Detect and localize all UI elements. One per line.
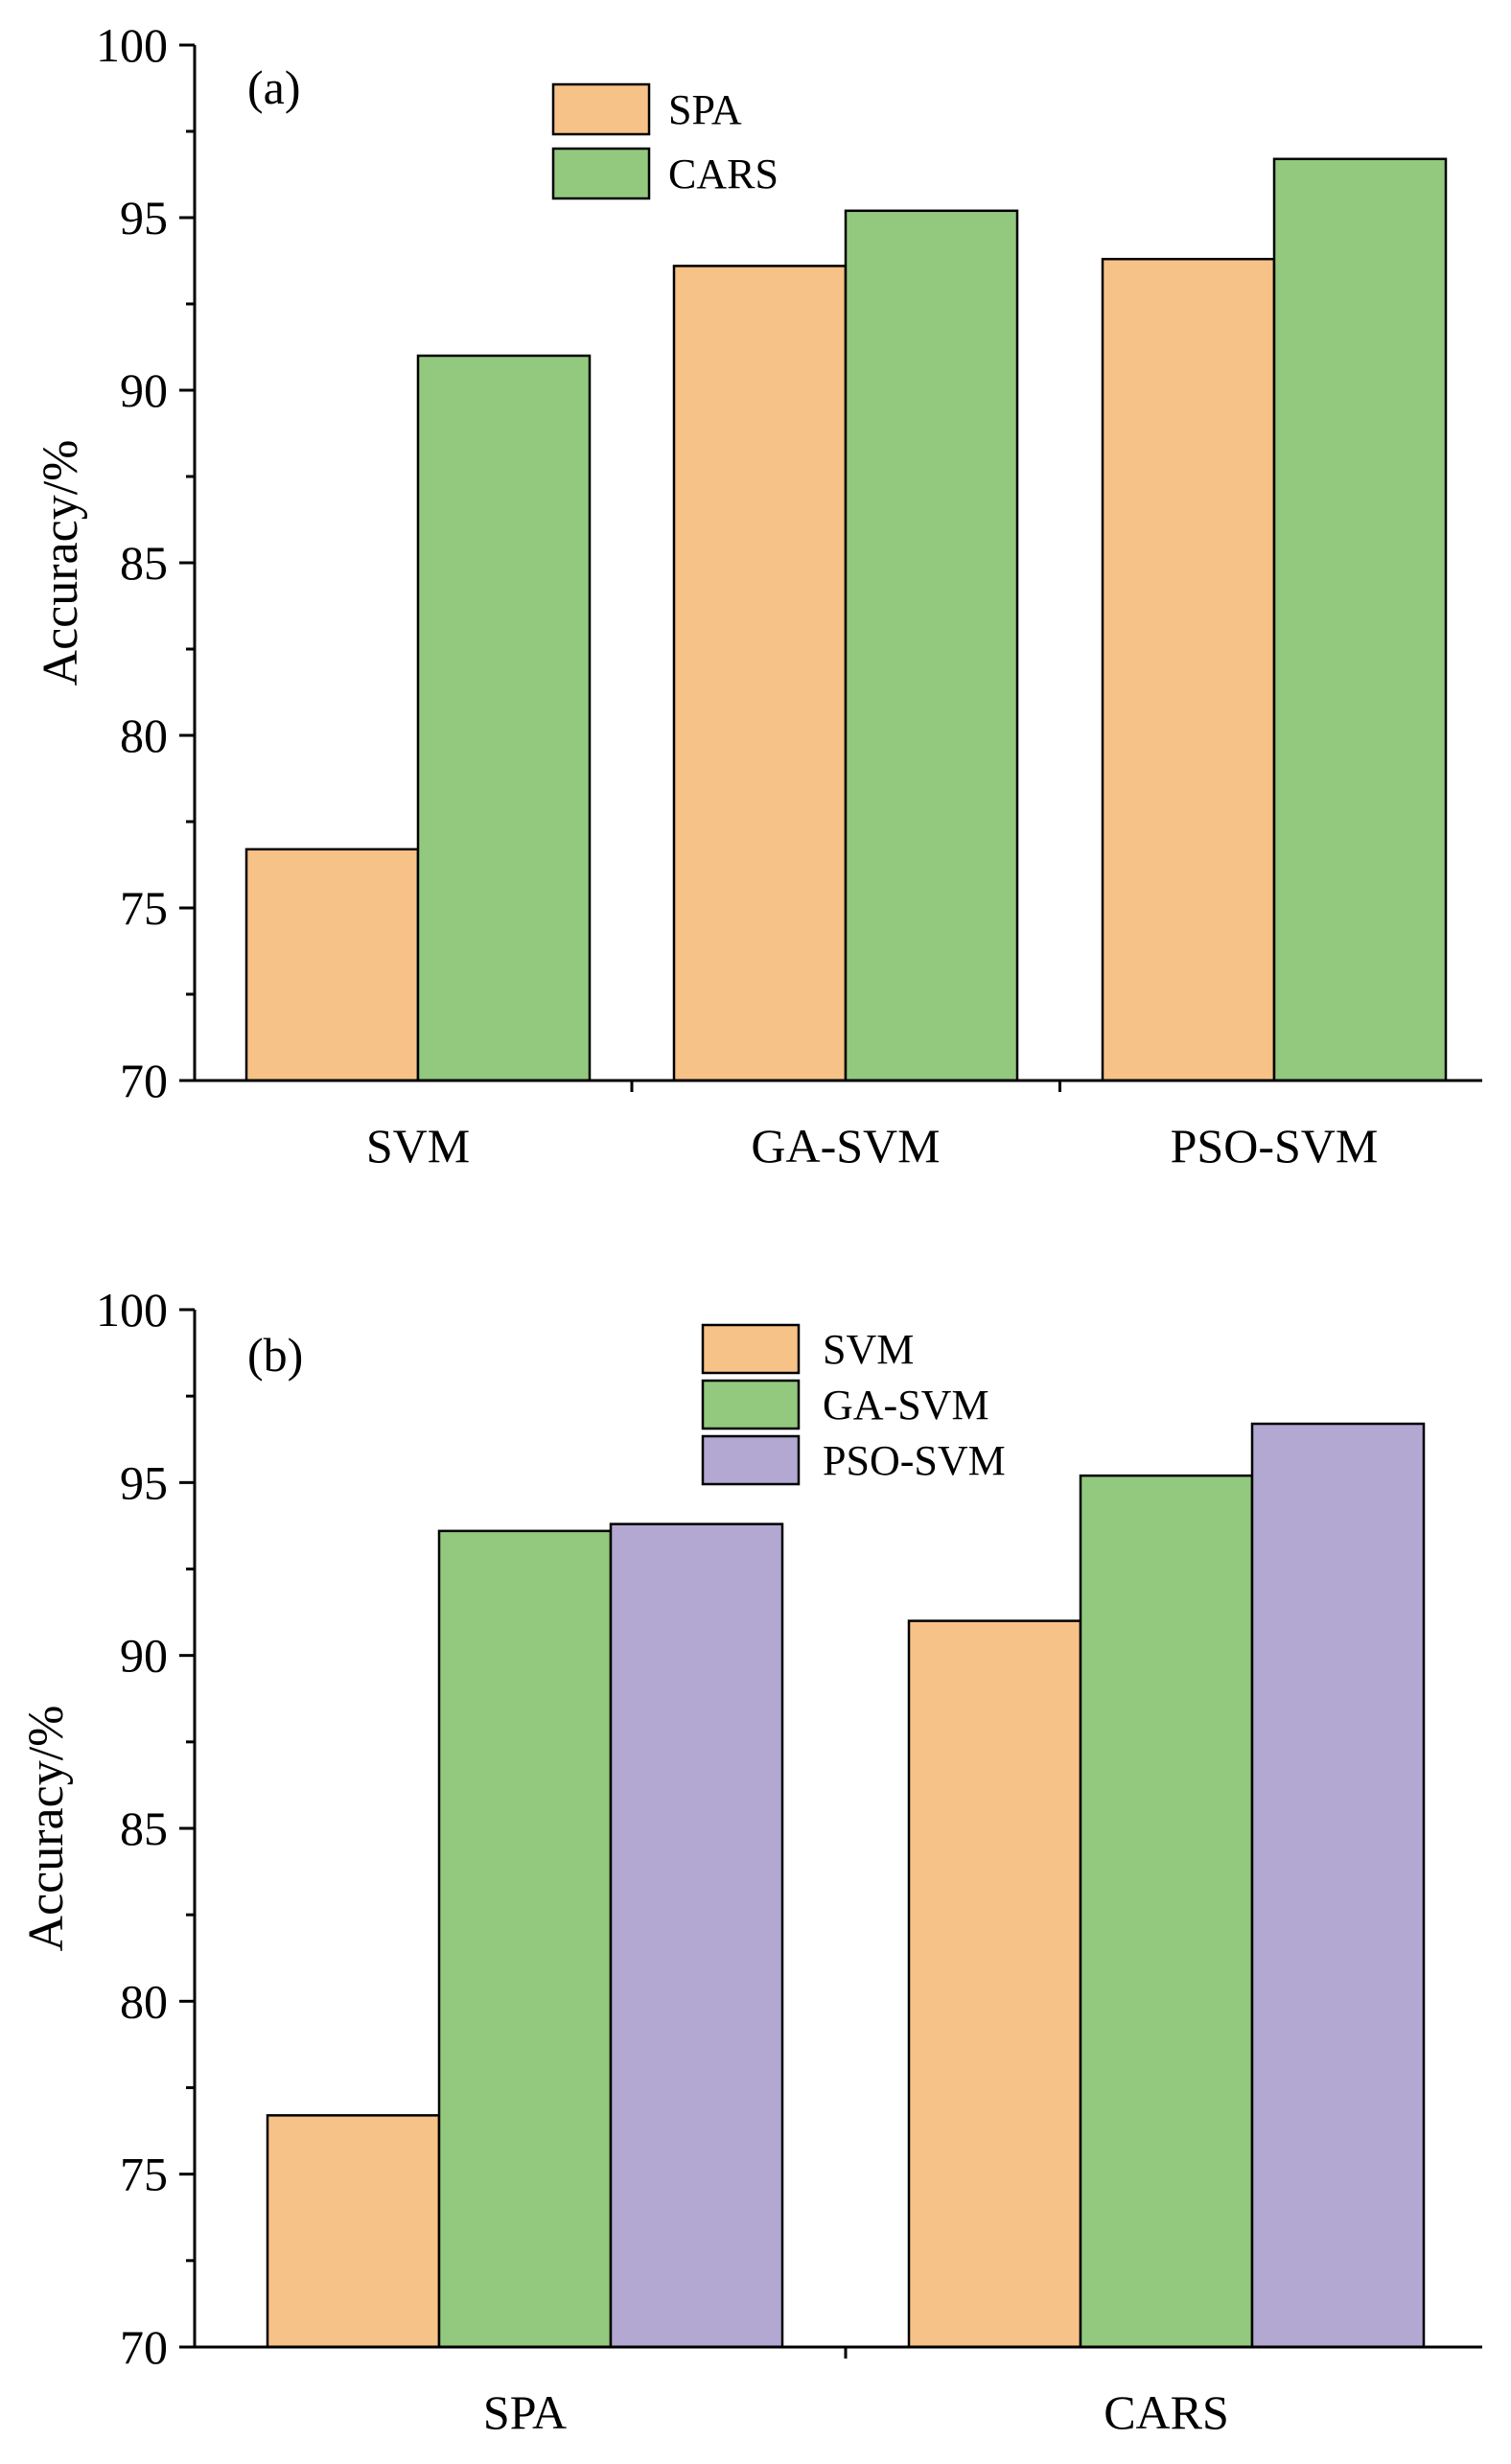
chart-a-legend-swatch-cars [551,147,651,200]
chart-a-x-tick-label: PSO-SVM [1171,1119,1379,1173]
chart-b-y-tick-label: 85 [120,1802,168,1855]
chart-b-y-tick-label: 75 [120,2148,168,2201]
chart-b-y-tick-label: 90 [120,1629,168,1683]
chart-a-panel-label: (a) [247,60,301,114]
chart-a-bar-spa-ga-svm [672,265,848,1082]
chart-a-bar-spa-svm [244,848,420,1082]
chart-b-bar-ga-svm-cars [1079,1474,1254,2349]
chart-b-legend-label: GA-SVM [823,1382,989,1429]
chart-a-y-tick-label: 85 [120,536,168,590]
chart-b-x-tick-label: CARS [1104,2385,1229,2439]
chart-b-legend-label: SVM [823,1326,914,1373]
chart-b-bar-pso-svm-spa [609,1523,784,2349]
chart-a-y-axis-title: Accuracy/% [34,440,88,686]
chart-a-legend-label: CARS [668,151,779,198]
chart-a-legend-label: SPA [668,86,742,133]
chart-b-legend-swatch-svm [701,1323,801,1375]
chart-a-bar-cars-ga-svm [844,209,1019,1082]
chart-a-y-tick-label: 80 [120,709,168,762]
chart-a-x-tick-label: GA-SVM [751,1119,940,1173]
chart-a-bar-cars-svm [416,354,592,1082]
chart-b-bar-ga-svm-spa [437,1529,613,2349]
chart-b-legend-swatch-ga-svm [701,1379,801,1430]
chart-a-bar-spa-pso-svm [1101,257,1276,1082]
chart-b-y-tick-label: 80 [120,1974,168,2028]
chart-b-y-tick-label: 100 [96,1283,168,1337]
chart-a-legend-swatch-spa [551,82,651,136]
chart-b-legend-label: PSO-SVM [823,1437,1006,1484]
chart-a-y-tick-label: 90 [120,363,168,417]
chart-b-y-axis-title: Accuracy/% [19,1706,74,1952]
chart-b-y-tick-label: 95 [120,1455,168,1509]
chart-a-bar-cars-pso-svm [1272,157,1448,1082]
chart-b-legend-swatch-pso-svm [701,1434,801,1486]
chart-a-y-tick-label: 95 [120,191,168,244]
chart-b-panel-label: (b) [247,1328,303,1382]
chart-a-y-tick-label: 70 [120,1054,168,1107]
chart-b-bar-pso-svm-cars [1250,1422,1426,2349]
chart-b-x-tick-label: SPA [483,2385,567,2439]
chart-a-y-tick-label: 75 [120,881,168,935]
chart-b-y-tick-label: 70 [120,2320,168,2374]
chart-b-bar-svm-cars [907,1619,1082,2349]
chart-a-x-tick-label: SVM [366,1119,470,1173]
chart-a-y-tick-label: 100 [96,18,168,72]
chart-b-bar-svm-spa [266,2114,441,2349]
